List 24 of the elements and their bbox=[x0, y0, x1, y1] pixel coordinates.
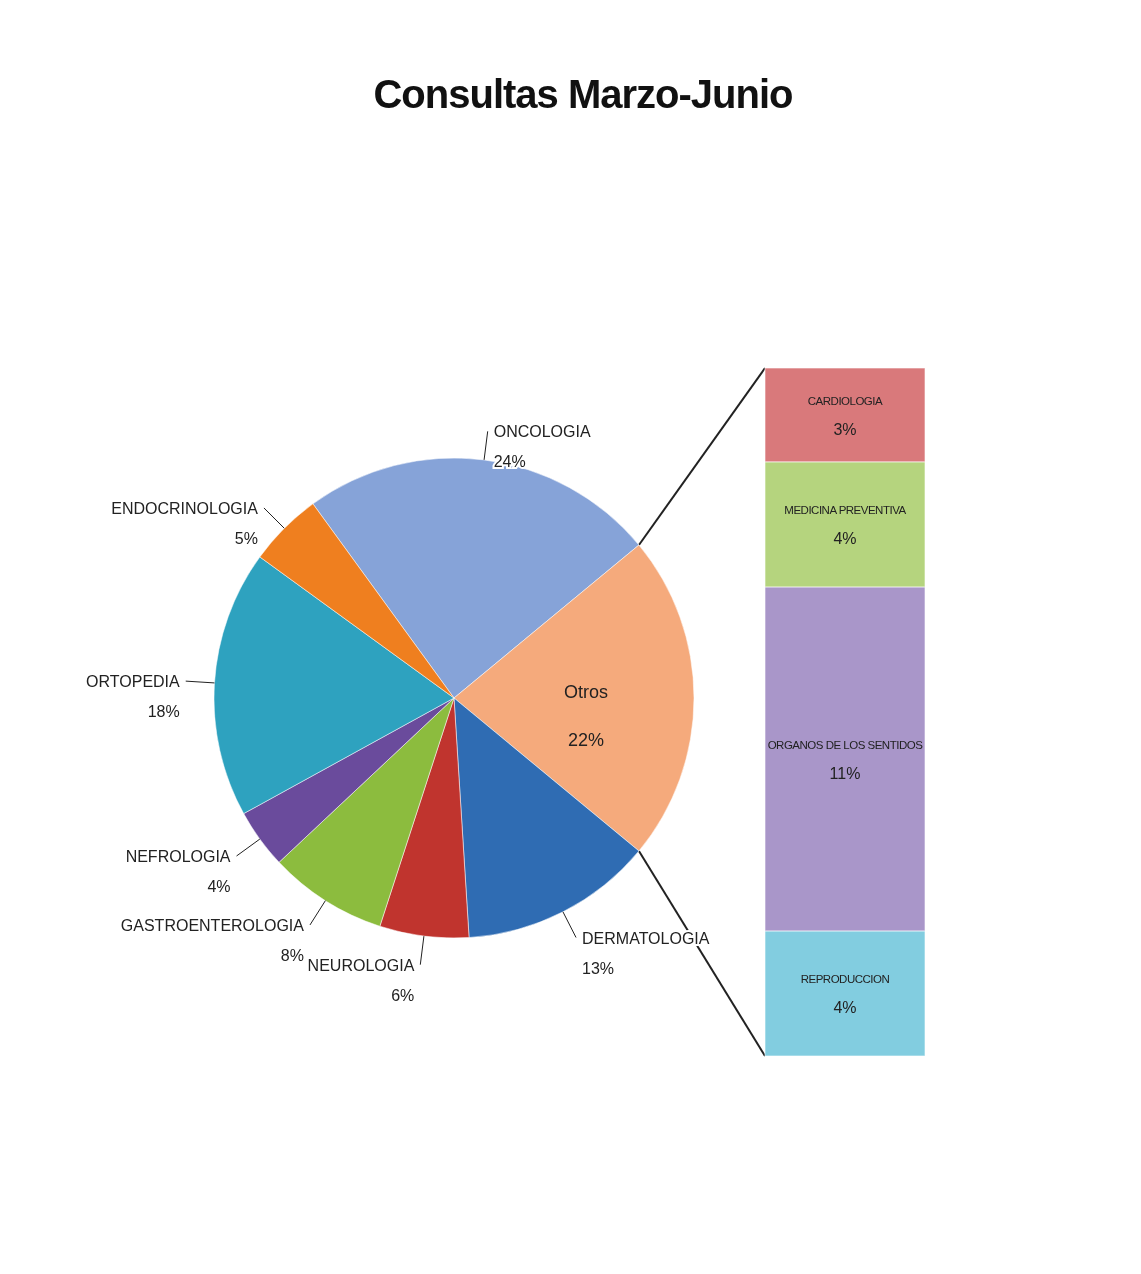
data-label: 13% bbox=[582, 959, 615, 977]
slice-label: ORTOPEDIA bbox=[86, 673, 181, 691]
data-label: 18% bbox=[147, 703, 180, 721]
data-label: 8% bbox=[280, 946, 304, 964]
slice-label: NEUROLOGIA bbox=[307, 956, 415, 974]
series-label: MEDICINA PREVENTIVA bbox=[784, 504, 907, 517]
slice-label: ENDOCRINOLOGIA bbox=[111, 499, 259, 517]
data-label: 4% bbox=[833, 999, 857, 1017]
data-label: 4% bbox=[207, 878, 231, 895]
chart-title: Consultas Marzo-Junio bbox=[373, 72, 793, 116]
data-label: 11% bbox=[829, 764, 861, 782]
slice-label: GASTROENTEROLOGIA bbox=[120, 916, 305, 934]
series-label: REPRODUCCION bbox=[800, 973, 890, 986]
data-label: 22% bbox=[567, 730, 605, 750]
data-label: 4% bbox=[833, 530, 857, 548]
slice-label: Otros bbox=[563, 682, 609, 702]
slice-label: ONCOLOGIA bbox=[493, 423, 591, 441]
series-label: CARDIOLOGIA bbox=[807, 394, 884, 407]
data-label: 6% bbox=[391, 986, 415, 1004]
data-label: 5% bbox=[234, 529, 258, 547]
series-label: ORGANOS DE LOS SENTIDOS bbox=[767, 738, 924, 751]
data-label: 3% bbox=[833, 420, 857, 438]
slice-label: NEFROLOGIA bbox=[125, 848, 231, 865]
data-label: 24% bbox=[493, 453, 526, 471]
